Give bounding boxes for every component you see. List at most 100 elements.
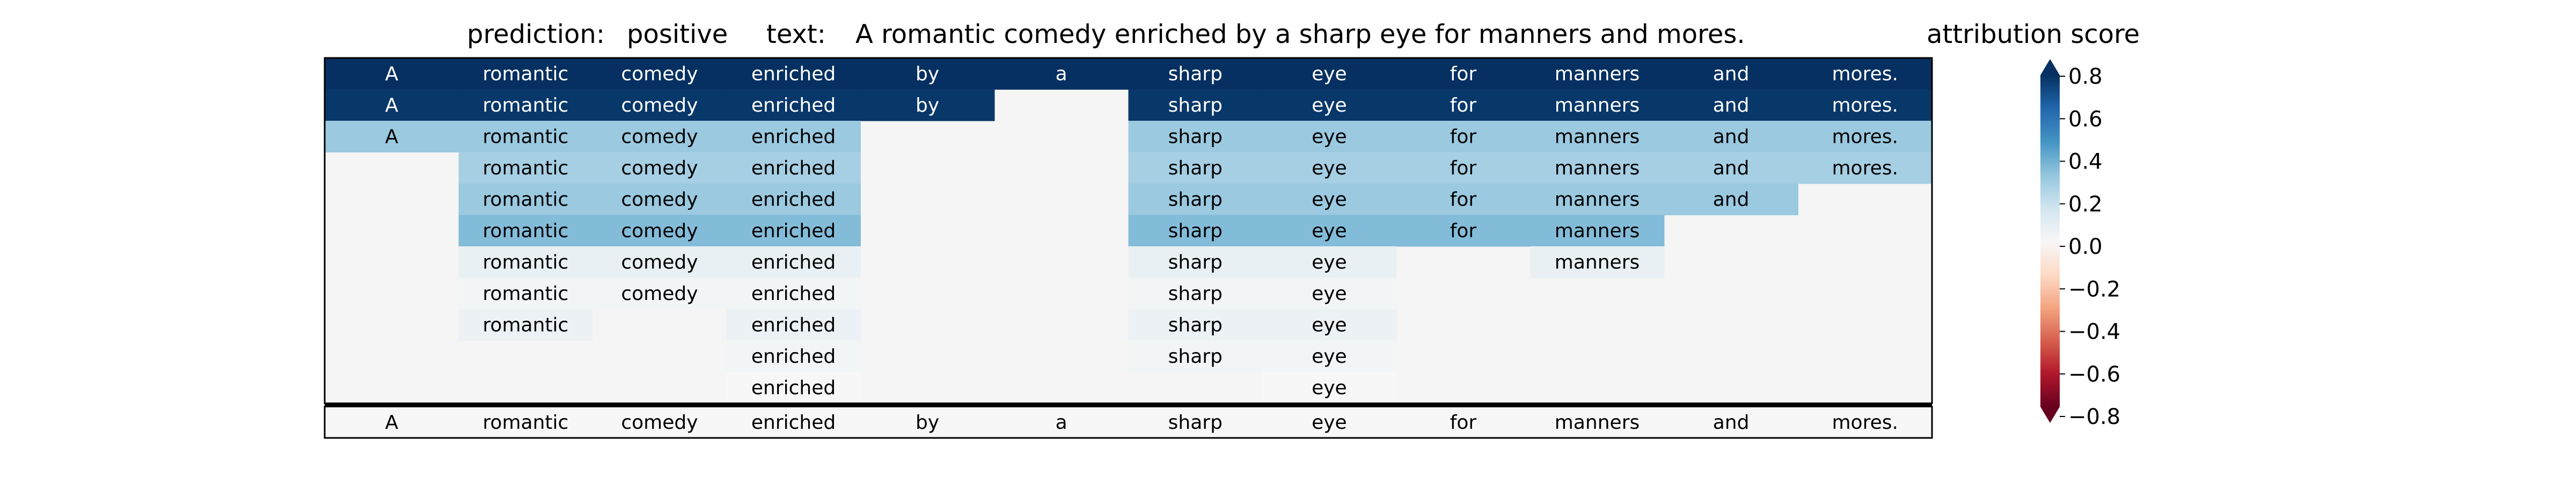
baseline-cell	[726, 406, 861, 438]
heatmap-cell	[1530, 89, 1665, 121]
heatmap-cell	[1128, 215, 1263, 247]
cell-token-label: comedy	[621, 251, 698, 273]
heatmap-cell	[994, 58, 1129, 90]
heatmap-cell	[592, 184, 727, 216]
heatmap-cell	[1262, 121, 1397, 153]
cell-token-label: and	[1713, 157, 1750, 179]
cell-token-label: eye	[1312, 346, 1347, 368]
cell-token-label: comedy	[621, 188, 698, 210]
cell-token-label: enriched	[751, 346, 836, 368]
cell-token-label: enriched	[751, 314, 836, 336]
heatmap-cell	[860, 89, 995, 121]
baseline-token-label: romantic	[482, 412, 568, 434]
baseline-cell	[1128, 406, 1263, 438]
cell-token-label: comedy	[621, 63, 698, 85]
heatmap-cell	[1664, 152, 1799, 184]
heatmap-cell	[726, 215, 861, 247]
colorbar-tick-label: −0.2	[2068, 277, 2120, 302]
heatmap-cell	[1262, 372, 1397, 404]
cell-token-label: comedy	[621, 126, 698, 148]
cell-token-label: romantic	[482, 251, 568, 273]
heatmap-cell	[1664, 89, 1799, 121]
baseline-token-label: enriched	[751, 412, 836, 434]
heatmap-cell	[726, 340, 861, 372]
cell-token-label: enriched	[751, 251, 836, 273]
heatmap-cell	[1530, 246, 1665, 279]
heatmap-cell	[458, 215, 593, 247]
baseline-token-label: by	[916, 412, 939, 434]
colorbar-tick-label: 0.2	[2068, 192, 2103, 217]
cell-token-label: sharp	[1168, 283, 1223, 305]
baseline-token-label: A	[385, 412, 398, 434]
cell-token-label: enriched	[751, 157, 836, 179]
heatmap-cell	[726, 372, 861, 404]
cell-token-label: manners	[1555, 157, 1640, 179]
heatmap-cell	[1396, 184, 1531, 216]
heatmap-cell	[1396, 152, 1531, 184]
heatmap-cell	[592, 89, 727, 121]
heatmap-cell	[1530, 58, 1665, 90]
cell-token-label: eye	[1312, 157, 1347, 179]
baseline-token-label: comedy	[621, 412, 698, 434]
heatmap-frame	[324, 57, 1933, 439]
heatmap-cell	[1128, 184, 1263, 216]
heatmap-cell	[1128, 121, 1263, 153]
colorbar-tick-label: −0.6	[2068, 362, 2120, 387]
heatmap-cell	[592, 121, 727, 153]
cell-token-label: mores.	[1832, 94, 1898, 116]
cell-token-label: sharp	[1168, 157, 1223, 179]
cell-token-label: for	[1450, 94, 1477, 116]
cell-token-label: romantic	[482, 126, 568, 148]
heatmap-cell	[1396, 215, 1531, 247]
heatmap-cell	[1262, 309, 1397, 341]
cell-token-label: eye	[1312, 188, 1347, 210]
cell-token-label: comedy	[621, 157, 698, 179]
cell-token-label: and	[1713, 63, 1750, 85]
cell-token-label: and	[1713, 126, 1750, 148]
heatmap-cell	[325, 89, 459, 121]
baseline-token-label: mores.	[1832, 412, 1898, 434]
cell-token-label: sharp	[1168, 220, 1223, 242]
heatmap-cell	[1530, 152, 1665, 184]
cell-token-label: eye	[1312, 94, 1347, 116]
cell-token-label: enriched	[751, 377, 836, 399]
cell-token-label: manners	[1555, 220, 1640, 242]
heatmap-cell	[592, 58, 727, 90]
cell-token-label: sharp	[1168, 63, 1223, 85]
heatmap-cell	[1128, 152, 1263, 184]
colorbar-tick-label: −0.4	[2068, 320, 2120, 345]
heatmap-cell	[726, 58, 861, 90]
cell-token-label: eye	[1312, 126, 1347, 148]
heatmap-cell	[1664, 184, 1799, 216]
heatmap-cell	[458, 121, 593, 153]
baseline-border	[324, 406, 1933, 439]
heatmap-cell	[592, 152, 727, 184]
baseline-token-label: manners	[1555, 412, 1640, 434]
cell-token-label: a	[1056, 63, 1067, 85]
heatmap-cell	[1262, 152, 1397, 184]
baseline-cell	[1798, 406, 1933, 438]
cell-token-label: for	[1450, 188, 1477, 210]
cell-token-label: romantic	[482, 157, 568, 179]
cell-token-label: mores.	[1832, 157, 1898, 179]
baseline-cell	[1530, 406, 1665, 438]
cell-token-label: romantic	[482, 63, 568, 85]
baseline-cell	[1396, 406, 1531, 438]
colorbar-tick-label: −0.8	[2068, 405, 2120, 429]
colorbar-tick-label: 0.4	[2068, 150, 2103, 174]
cell-token-label: mores.	[1832, 63, 1898, 85]
colorbar-title: attribution score	[1927, 19, 2140, 49]
text-label: text:	[766, 19, 826, 49]
cell-token-label: enriched	[751, 63, 836, 85]
heatmap-cell	[726, 277, 861, 310]
cell-token-label: romantic	[482, 283, 568, 305]
cell-token-label: comedy	[621, 283, 698, 305]
heatmap-cell	[726, 121, 861, 153]
cell-token-label: and	[1713, 188, 1750, 210]
heatmap-cell	[726, 184, 861, 216]
heatmap-cell	[458, 152, 593, 184]
heatmap-cell	[1128, 246, 1263, 279]
colorbar-tick-label: 0.6	[2068, 107, 2103, 131]
cell-token-label: manners	[1555, 94, 1640, 116]
